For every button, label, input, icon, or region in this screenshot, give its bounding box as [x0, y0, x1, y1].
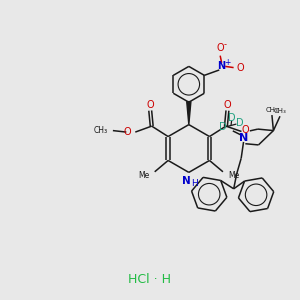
Text: O: O — [216, 43, 224, 52]
Text: HCl · H: HCl · H — [128, 273, 172, 286]
Text: CH₃: CH₃ — [274, 108, 286, 114]
Text: CH₃: CH₃ — [94, 126, 108, 135]
Text: N: N — [239, 133, 248, 143]
Text: D: D — [236, 118, 243, 128]
Text: Me: Me — [228, 172, 240, 181]
Text: O: O — [123, 127, 131, 137]
Text: O: O — [242, 125, 250, 135]
Text: H: H — [191, 179, 198, 188]
Text: O: O — [237, 63, 244, 73]
Text: -: - — [224, 40, 226, 50]
Text: N: N — [218, 61, 226, 71]
Text: +: + — [224, 58, 231, 67]
Text: D: D — [228, 113, 236, 123]
Text: O: O — [224, 100, 231, 110]
Text: Me: Me — [138, 172, 149, 181]
Text: D: D — [219, 122, 226, 132]
Polygon shape — [187, 102, 191, 124]
Text: O: O — [146, 100, 154, 110]
Text: N: N — [182, 176, 191, 186]
Text: CH₃: CH₃ — [266, 107, 278, 113]
